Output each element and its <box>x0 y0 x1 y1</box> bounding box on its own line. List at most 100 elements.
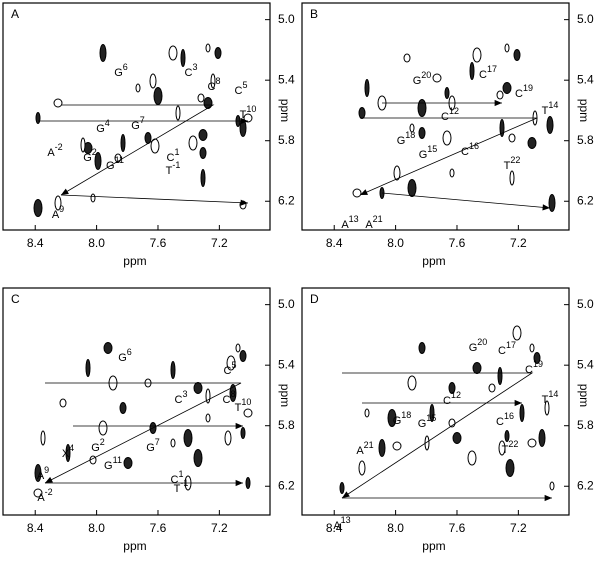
peak <box>452 432 462 444</box>
panel-label: B <box>310 7 318 21</box>
residue-label: C8 <box>223 389 236 406</box>
residue-label: A13 <box>341 214 358 231</box>
y-tick-label: 5.0 <box>278 297 295 311</box>
residue-label: T14 <box>542 100 559 117</box>
residue-label: G15 <box>419 144 438 161</box>
x-tick-label: 7.6 <box>150 236 167 250</box>
residue-label: C5 <box>224 360 237 377</box>
x-tick-label: 7.2 <box>510 236 527 250</box>
x-tick-label: 8.4 <box>326 521 343 535</box>
connectivity-line <box>60 104 215 196</box>
peak <box>509 170 515 186</box>
residue-label: T-1 <box>166 160 181 177</box>
arrow-head <box>542 204 550 211</box>
peak <box>103 342 113 354</box>
peak <box>98 420 108 436</box>
x-tick-label: 7.6 <box>449 521 466 535</box>
residue-label: C1 <box>171 469 184 486</box>
arrow-head <box>240 199 248 206</box>
y-tick-label: 5.4 <box>577 357 594 371</box>
residue-label: G6 <box>118 347 132 364</box>
residue-label: T22 <box>504 155 521 172</box>
residue-label: G15 <box>418 413 437 430</box>
peak <box>472 47 482 63</box>
residue-label: A21 <box>365 214 382 231</box>
peak <box>243 113 253 123</box>
y-tick-label: 5.8 <box>577 133 594 147</box>
panel-label: C <box>11 292 20 306</box>
peak <box>205 413 211 423</box>
peak <box>193 382 203 394</box>
peak <box>472 362 482 374</box>
peak <box>387 409 397 427</box>
peak <box>352 188 362 198</box>
x-tick-label: 8.0 <box>387 521 404 535</box>
peak <box>34 464 42 482</box>
y-tick-label: 6.2 <box>278 478 295 492</box>
plot-frame <box>2 2 271 231</box>
residue-label: A9 <box>37 465 49 482</box>
peak <box>533 352 541 364</box>
peak <box>339 482 345 494</box>
residue-label: G6 <box>114 62 128 79</box>
y-tick-label: 5.0 <box>577 12 594 26</box>
peak <box>444 87 450 99</box>
peak <box>502 82 512 94</box>
residue-label: A-2 <box>37 487 52 504</box>
peak <box>392 441 402 451</box>
residue-label: C3 <box>185 62 198 79</box>
peak <box>214 47 222 59</box>
panel-label: A <box>11 7 19 21</box>
peak <box>65 444 71 462</box>
arrow-head <box>360 189 368 195</box>
plot-frame <box>301 2 570 231</box>
arrow-head <box>235 479 243 487</box>
residue-label: G7 <box>146 437 160 454</box>
peak <box>119 402 127 414</box>
peak <box>239 350 247 362</box>
connectivity-line <box>44 382 242 484</box>
peak <box>529 343 535 353</box>
peak <box>499 119 505 137</box>
x-tick-label: 7.6 <box>150 521 167 535</box>
peak <box>85 359 91 377</box>
residue-label: A13 <box>333 515 350 532</box>
peak <box>505 459 515 477</box>
peak <box>432 73 442 83</box>
peak <box>519 404 525 422</box>
residue-label: C1 <box>167 147 180 164</box>
y-axis-label: ppm <box>278 99 292 122</box>
peak <box>203 97 213 109</box>
x-axis-label: ppm <box>123 539 146 553</box>
peak <box>393 165 401 181</box>
y-tick-label: 6.2 <box>577 193 594 207</box>
peak <box>544 400 550 416</box>
residue-label: T-1 <box>174 478 189 495</box>
y-tick-label: 5.4 <box>278 357 295 371</box>
peak <box>527 438 537 448</box>
x-tick-label: 8.4 <box>27 521 44 535</box>
peak <box>358 460 366 476</box>
peak <box>198 129 208 141</box>
peak <box>513 49 521 61</box>
arrow-head <box>235 422 243 430</box>
peak <box>170 438 176 448</box>
peak <box>549 481 555 491</box>
connectivity-line <box>359 117 538 196</box>
peak <box>504 43 510 53</box>
residue-label: A-2 <box>47 142 62 159</box>
panel: A 8.4 8.0 7.6 7.2 ppm 5.0 5.4 5.8 6.2 ppm G6 C3 C8 C5 T… <box>2 2 295 268</box>
residue-label: T14 <box>542 389 559 406</box>
peak <box>53 98 63 108</box>
peak <box>245 477 251 489</box>
peak <box>59 398 67 408</box>
residue-label: G18 <box>393 410 412 427</box>
peak <box>197 93 205 103</box>
residue-label: C16 <box>496 411 514 428</box>
peak <box>210 73 216 89</box>
peak <box>99 44 107 62</box>
peak <box>548 194 556 212</box>
plot-frame <box>2 287 271 516</box>
peak <box>224 430 232 446</box>
residue-label: A21 <box>356 440 373 457</box>
